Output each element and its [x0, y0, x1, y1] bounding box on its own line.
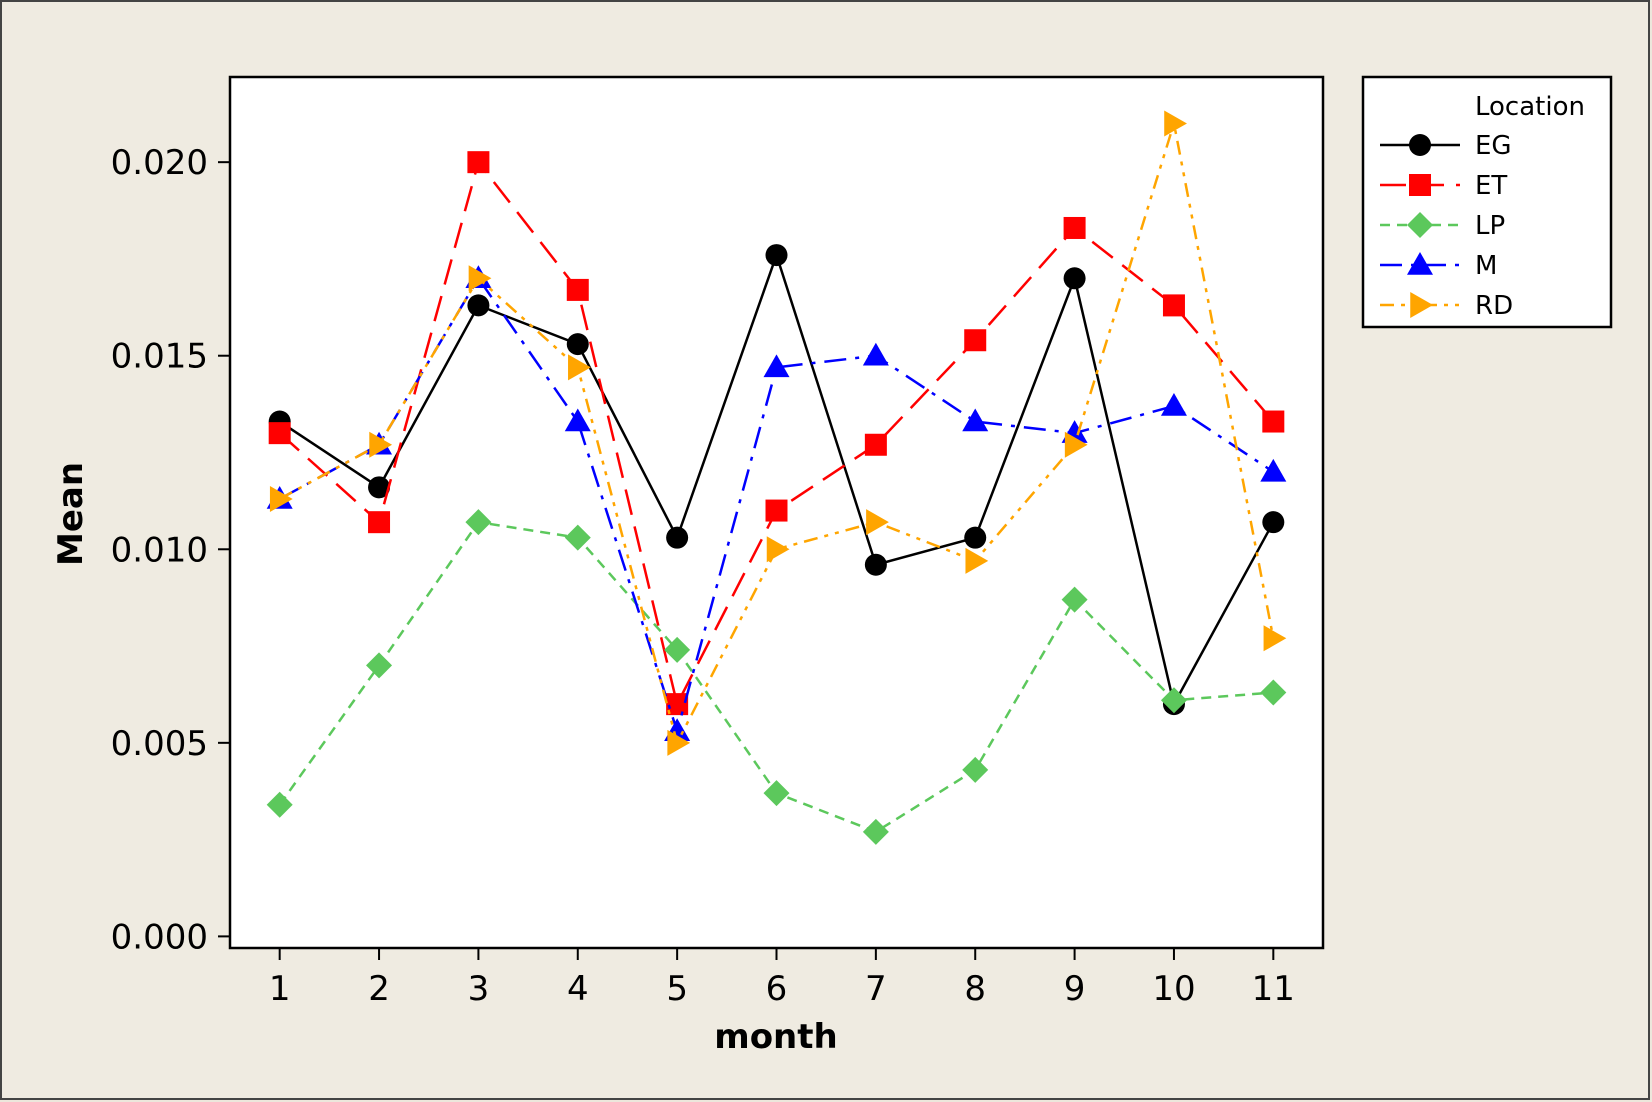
- data-point-eg: [566, 333, 589, 356]
- data-point-lp: [1160, 687, 1187, 714]
- legend-label-eg: EG: [1475, 131, 1512, 161]
- legend-item-eg: EG: [1380, 131, 1512, 161]
- data-point-rd: [1263, 625, 1287, 652]
- legend-label-lp: LP: [1475, 211, 1505, 241]
- x-tick-label: 6: [766, 969, 788, 1009]
- data-point-lp: [1260, 679, 1287, 706]
- data-point-eg: [1063, 267, 1086, 290]
- x-tick-label: 4: [567, 969, 589, 1009]
- legend-item-m: M: [1380, 251, 1497, 281]
- x-tick-label: 7: [865, 969, 887, 1009]
- data-point-m: [1160, 393, 1187, 416]
- data-point-m: [564, 408, 591, 432]
- legend-item-rd: RD: [1380, 291, 1513, 321]
- y-axis: 0.000 0.005 0.010 0.015 0.020: [111, 143, 230, 957]
- legend-marker-eg: [1409, 134, 1431, 156]
- legend-items: EG ET LP M RD: [1380, 131, 1513, 321]
- data-point-eg: [467, 294, 490, 317]
- data-point-rd: [269, 485, 293, 512]
- y-tick-label: 0.000: [111, 917, 208, 957]
- data-point-m: [962, 408, 989, 432]
- data-point-et: [864, 433, 887, 456]
- legend: Location EG ET LP M RD: [1361, 75, 1613, 329]
- data-point-rd: [766, 536, 790, 563]
- data-point-rd: [468, 265, 492, 292]
- data-point-et: [964, 329, 987, 352]
- legend-marker-lp: [1407, 212, 1433, 238]
- data-point-et: [666, 693, 689, 716]
- data-point-rd: [1064, 431, 1088, 458]
- x-tick-label: 11: [1252, 969, 1295, 1009]
- x-tick-label: 10: [1152, 969, 1195, 1009]
- data-point-lp: [664, 636, 691, 663]
- data-point-eg: [368, 476, 391, 499]
- data-point-rd: [1164, 110, 1187, 137]
- data-point-rd: [667, 729, 691, 756]
- x-tick-label: 3: [468, 969, 490, 1009]
- data-point-et: [467, 151, 490, 174]
- data-point-eg: [864, 553, 887, 576]
- data-point-lp: [862, 818, 889, 845]
- data-point-m: [1260, 458, 1287, 482]
- legend-item-et: ET: [1380, 171, 1507, 201]
- data-point-et: [566, 278, 589, 301]
- y-axis-title: Mean: [51, 462, 91, 566]
- data-point-lp: [266, 791, 293, 818]
- data-point-et: [1063, 216, 1086, 239]
- data-point-rd: [965, 547, 989, 574]
- series-rd: [269, 110, 1287, 756]
- legend-label-et: ET: [1475, 171, 1507, 201]
- data-point-rd: [369, 431, 393, 458]
- legend-label-m: M: [1475, 251, 1497, 281]
- data-point-lp: [564, 524, 591, 551]
- y-tick-label: 0.020: [111, 143, 208, 183]
- y-tick-label: 0.010: [111, 530, 208, 570]
- legend-marker-m: [1407, 252, 1433, 275]
- data-point-m: [862, 342, 889, 366]
- data-point-rd: [866, 509, 889, 536]
- x-tick-label: 5: [666, 969, 688, 1009]
- data-point-eg: [666, 526, 689, 549]
- data-point-eg: [765, 244, 788, 267]
- y-tick-label: 0.005: [111, 724, 208, 764]
- y-tick-label: 0.015: [111, 337, 208, 377]
- data-point-et: [268, 422, 291, 445]
- x-tick-label: 2: [368, 969, 390, 1009]
- legend-label-rd: RD: [1475, 291, 1513, 321]
- data-point-et: [368, 511, 391, 534]
- legend-marker-rd: [1410, 292, 1433, 318]
- data-point-et: [1162, 294, 1185, 317]
- x-tick-label: 1: [269, 969, 291, 1009]
- x-axis: 1 2 3 4 5 6 7 8 9 10 11: [269, 948, 1295, 1009]
- data-point-m: [763, 354, 790, 378]
- data-point-lp: [1061, 586, 1088, 613]
- series-et: [268, 151, 1285, 716]
- legend-marker-et: [1409, 174, 1431, 196]
- data-point-eg: [964, 526, 987, 549]
- data-point-lp: [962, 756, 989, 783]
- data-point-et: [1262, 410, 1285, 433]
- legend-title: Location: [1475, 92, 1585, 122]
- data-point-lp: [465, 509, 492, 536]
- series-lp: [266, 509, 1287, 845]
- data-point-et: [765, 499, 788, 522]
- data-point-lp: [763, 780, 790, 807]
- legend-box: [1361, 75, 1613, 329]
- data-point-rd: [568, 354, 591, 381]
- data-point-lp: [366, 652, 393, 679]
- legend-item-lp: LP: [1380, 211, 1505, 241]
- x-tick-label: 8: [964, 969, 986, 1009]
- x-tick-label: 9: [1064, 969, 1086, 1009]
- data-point-eg: [1262, 511, 1285, 534]
- series-layer: [266, 110, 1287, 845]
- x-axis-title: month: [714, 1017, 837, 1057]
